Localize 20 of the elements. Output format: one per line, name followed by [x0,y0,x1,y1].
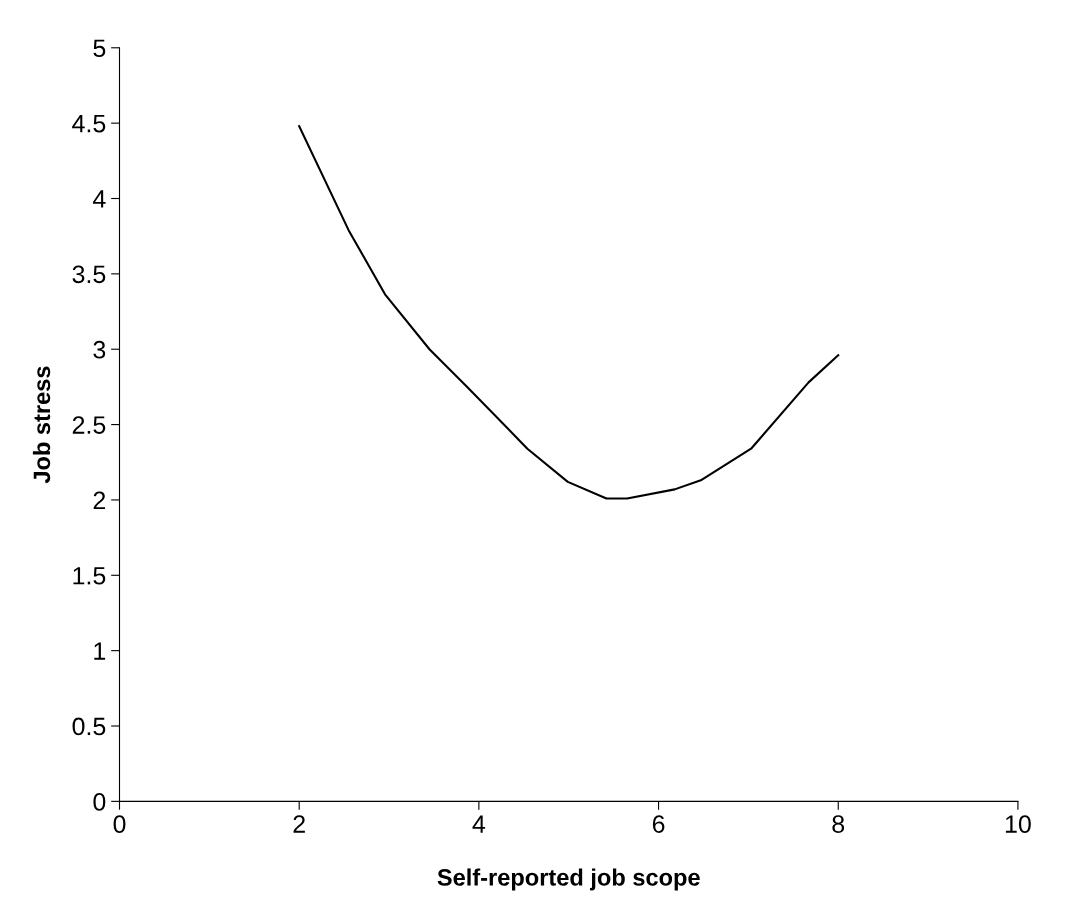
y-tick-label: 4.5 [72,115,106,133]
x-tick-label: 2 [293,815,305,833]
y-tick-label: 2 [93,491,106,509]
y-tick-label: 3 [93,340,106,359]
y-tick-label: 1 [94,642,106,660]
x-tick-label: 4 [472,815,486,833]
x-axis-title: Self-reported job scope [437,868,700,891]
y-tick-label: 1.5 [73,567,106,585]
y-tick-label: 4 [92,190,106,208]
x-tick-label: 6 [652,815,665,833]
x-tick-label: 10 [1005,815,1031,833]
y-tick-label: 0.5 [72,717,106,736]
x-tick-label: 0 [113,815,126,833]
y-tick-label: 5 [93,39,106,58]
y-tick-label: 3.5 [72,265,106,284]
x-tick-label: 8 [832,815,845,833]
y-tick-label: 2.5 [72,416,106,434]
y-tick-label: 0 [93,792,106,811]
y-axis-title: Job stress [32,366,51,484]
line-series [298,125,840,500]
